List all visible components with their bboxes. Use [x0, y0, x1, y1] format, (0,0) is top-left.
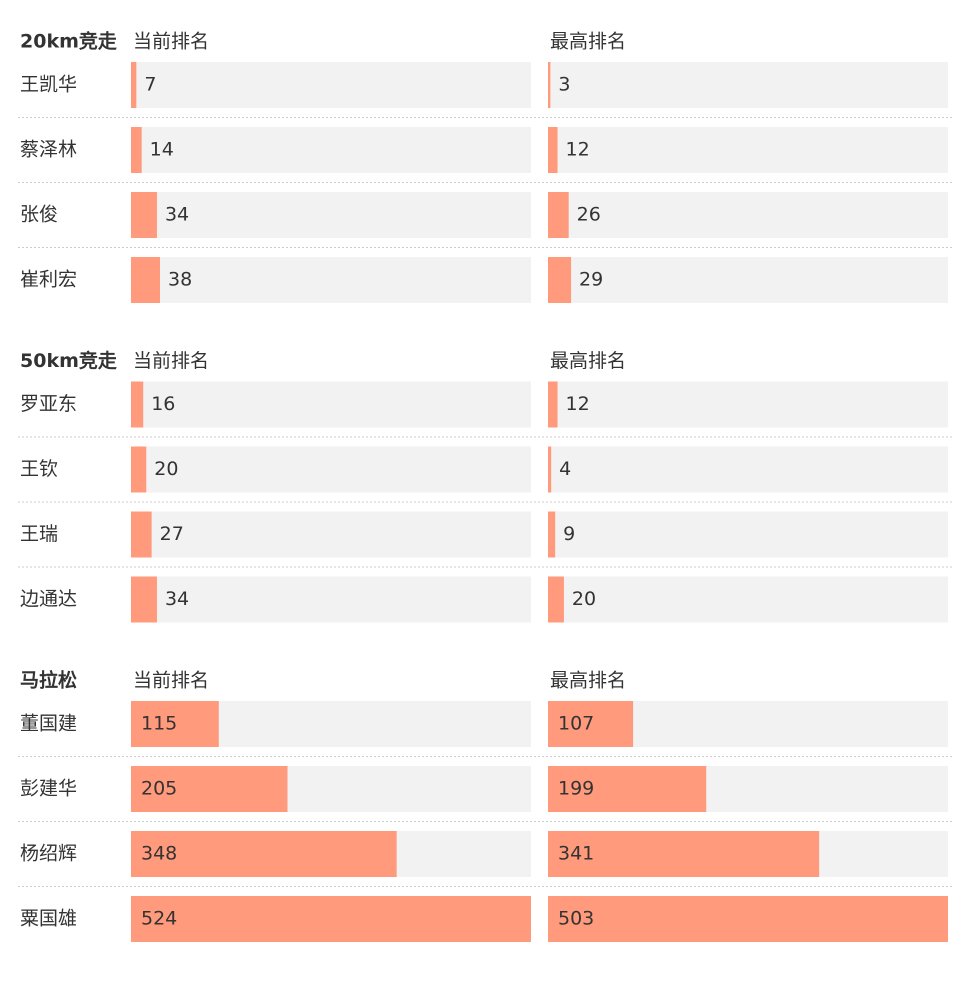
bar: [548, 192, 569, 238]
bar: [131, 576, 157, 623]
column-header: 最高排名: [550, 31, 626, 53]
row-label: 董国建: [20, 713, 77, 735]
row-label: 张俊: [20, 204, 58, 226]
bar: [548, 576, 564, 623]
value-label: 38: [168, 269, 192, 291]
value-label: 34: [165, 588, 189, 610]
bar: [548, 446, 552, 493]
row-label: 罗亚东: [20, 393, 77, 415]
bar: [131, 701, 219, 747]
bar-track: [131, 257, 531, 303]
bar: [548, 896, 948, 942]
bar: [131, 896, 531, 942]
bar: [548, 62, 551, 108]
bar: [131, 127, 142, 173]
value-label: 12: [566, 393, 590, 415]
bar-track: [131, 446, 531, 493]
value-label: 34: [165, 204, 189, 226]
value-label: 7: [144, 74, 156, 96]
bar-track: [131, 62, 531, 108]
bar: [131, 831, 397, 877]
bar-track: [548, 381, 948, 428]
bar-track: [131, 576, 531, 623]
value-label: 199: [558, 778, 594, 800]
value-label: 341: [558, 843, 594, 865]
bar: [548, 127, 558, 173]
row-label: 崔利宏: [20, 269, 77, 291]
bar-track: [548, 257, 948, 303]
column-header: 当前排名: [133, 670, 209, 692]
value-label: 26: [577, 204, 601, 226]
row-label: 边通达: [20, 588, 77, 610]
value-label: 205: [141, 778, 177, 800]
value-label: 348: [141, 843, 177, 865]
bar: [548, 381, 558, 428]
bar: [131, 766, 288, 812]
bar: [548, 257, 572, 303]
row-label: 粟国雄: [20, 908, 77, 930]
bar: [548, 766, 707, 812]
bar-track: [548, 192, 948, 238]
value-label: 14: [150, 139, 174, 161]
bar-track: [548, 127, 948, 173]
column-header: 当前排名: [133, 31, 209, 53]
bar: [131, 62, 137, 108]
bar-track: [131, 127, 531, 173]
row-label: 王钦: [20, 458, 58, 480]
bar: [131, 381, 144, 428]
bar-track: [548, 576, 948, 623]
column-header: 当前排名: [133, 350, 209, 372]
value-label: 27: [160, 523, 184, 545]
value-label: 4: [559, 458, 571, 480]
bar-track: [548, 511, 948, 558]
bar-track: [548, 62, 948, 108]
bar-track: [131, 511, 531, 558]
bar-track: [131, 381, 531, 428]
bar-track: [548, 446, 948, 493]
value-label: 20: [572, 588, 596, 610]
bar: [131, 511, 152, 558]
value-label: 29: [579, 269, 603, 291]
value-label: 16: [151, 393, 175, 415]
row-label: 王凯华: [20, 74, 77, 96]
group-title: 20km竞走: [20, 30, 117, 53]
row-label: 王瑞: [20, 523, 58, 545]
bar-track: [131, 192, 531, 238]
value-label: 524: [141, 908, 177, 930]
row-label: 杨绍辉: [20, 843, 77, 865]
row-label: 蔡泽林: [20, 139, 77, 161]
value-label: 115: [141, 713, 177, 735]
bar: [131, 192, 157, 238]
bar: [548, 701, 634, 747]
value-label: 9: [563, 523, 575, 545]
bar: [548, 831, 820, 877]
value-label: 107: [558, 713, 594, 735]
bar: [131, 257, 161, 303]
value-label: 503: [558, 908, 594, 930]
value-label: 3: [558, 74, 570, 96]
bar: [131, 446, 147, 493]
bar: [548, 511, 556, 558]
column-header: 最高排名: [550, 350, 626, 372]
column-header: 最高排名: [550, 670, 626, 692]
group-title: 50km竞走: [20, 349, 117, 372]
group-title: 马拉松: [20, 669, 77, 692]
value-label: 20: [154, 458, 178, 480]
value-label: 12: [566, 139, 590, 161]
row-label: 彭建华: [20, 778, 77, 800]
